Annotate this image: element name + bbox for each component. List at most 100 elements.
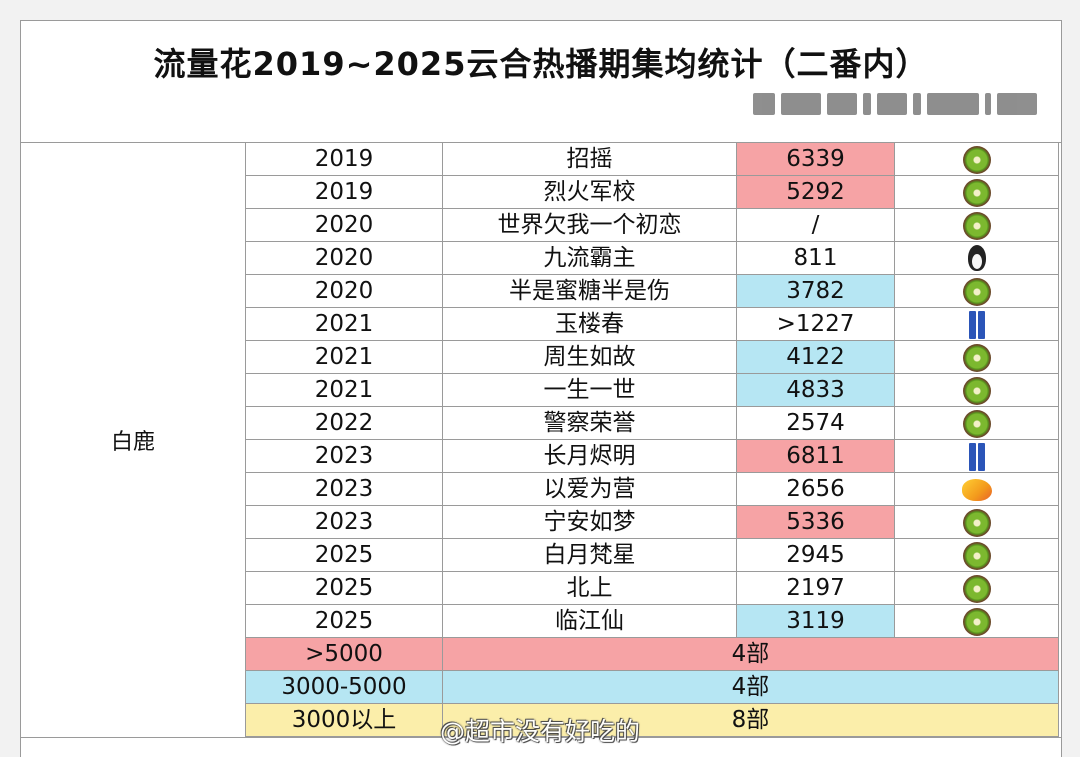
title-box: 流量花2019~2025云合热播期集均统计（二番内） bbox=[21, 21, 1061, 143]
year-cell: 2022 bbox=[245, 406, 443, 440]
bottom-divider bbox=[21, 737, 1061, 738]
kiwi-icon bbox=[962, 574, 991, 603]
rating-cell: 3782 bbox=[736, 274, 895, 308]
platform-cell bbox=[894, 142, 1059, 176]
rating-cell: >1227 bbox=[736, 307, 895, 341]
obscured-watermark bbox=[753, 91, 1037, 117]
table-row: 2020 九流霸主 811 bbox=[245, 241, 1059, 275]
summary-count: 8部 bbox=[442, 703, 1059, 737]
drama-title-cell: 白月梵星 bbox=[442, 538, 737, 572]
drama-title-cell: 招摇 bbox=[442, 142, 737, 176]
drama-title-cell: 长月烬明 bbox=[442, 439, 737, 473]
year-cell: 2020 bbox=[245, 274, 443, 308]
year-cell: 2021 bbox=[245, 307, 443, 341]
platform-cell bbox=[894, 274, 1059, 308]
platform-cell bbox=[894, 538, 1059, 572]
summary-row: 3000-5000 4部 bbox=[245, 670, 1059, 704]
rating-cell: / bbox=[736, 208, 895, 242]
mango-icon bbox=[961, 478, 992, 501]
rating-cell: 2945 bbox=[736, 538, 895, 572]
kiwi-icon bbox=[962, 607, 991, 636]
drama-title-cell: 烈火军校 bbox=[442, 175, 737, 209]
kiwi-icon bbox=[962, 211, 991, 240]
drama-title-cell: 世界欠我一个初恋 bbox=[442, 208, 737, 242]
year-cell: 2023 bbox=[245, 472, 443, 506]
year-cell: 2021 bbox=[245, 340, 443, 374]
table-row: 2020 半是蜜糖半是伤 3782 bbox=[245, 274, 1059, 308]
rating-cell: 2574 bbox=[736, 406, 895, 440]
summary-row: 3000以上 8部 bbox=[245, 703, 1059, 737]
year-cell: 2025 bbox=[245, 538, 443, 572]
table-row: 2023 长月烬明 6811 bbox=[245, 439, 1059, 473]
platform-cell bbox=[894, 406, 1059, 440]
year-cell: 2023 bbox=[245, 505, 443, 539]
stats-sheet: 流量花2019~2025云合热播期集均统计（二番内） 白鹿 2019 招摇 6339… bbox=[20, 20, 1062, 757]
rating-cell: 5336 bbox=[736, 505, 895, 539]
kiwi-icon bbox=[962, 409, 991, 438]
summary-range: 3000以上 bbox=[245, 703, 443, 737]
platform-cell bbox=[894, 505, 1059, 539]
drama-title-cell: 北上 bbox=[442, 571, 737, 605]
platform-cell bbox=[894, 307, 1059, 341]
rating-cell: 5292 bbox=[736, 175, 895, 209]
rating-cell: 811 bbox=[736, 241, 895, 275]
kiwi-icon bbox=[962, 508, 991, 537]
table-row: 2021 一生一世 4833 bbox=[245, 373, 1059, 407]
kiwi-icon bbox=[962, 376, 991, 405]
drama-title-cell: 临江仙 bbox=[442, 604, 737, 638]
year-cell: 2023 bbox=[245, 439, 443, 473]
jeans-icon bbox=[968, 442, 986, 471]
platform-cell bbox=[894, 373, 1059, 407]
summary-range: 3000-5000 bbox=[245, 670, 443, 704]
summary-count: 4部 bbox=[442, 637, 1059, 671]
kiwi-icon bbox=[962, 277, 991, 306]
table-row: 2025 北上 2197 bbox=[245, 571, 1059, 605]
year-cell: 2021 bbox=[245, 373, 443, 407]
jeans-icon bbox=[968, 310, 986, 339]
year-cell: 2025 bbox=[245, 571, 443, 605]
year-cell: 2019 bbox=[245, 175, 443, 209]
penguin-icon bbox=[966, 244, 988, 273]
drama-title-cell: 警察荣誉 bbox=[442, 406, 737, 440]
weibo-watermark: @超市没有好吃的 bbox=[440, 717, 641, 746]
year-cell: 2025 bbox=[245, 604, 443, 638]
year-cell: 2019 bbox=[245, 142, 443, 176]
rating-cell: 4122 bbox=[736, 340, 895, 374]
drama-title-cell: 九流霸主 bbox=[442, 241, 737, 275]
drama-title-cell: 一生一世 bbox=[442, 373, 737, 407]
rating-cell: 3119 bbox=[736, 604, 895, 638]
platform-cell bbox=[894, 340, 1059, 374]
table-row: 2019 招摇 6339 bbox=[245, 142, 1059, 176]
platform-cell bbox=[894, 208, 1059, 242]
kiwi-icon bbox=[962, 178, 991, 207]
summary-count: 4部 bbox=[442, 670, 1059, 704]
kiwi-icon bbox=[962, 541, 991, 570]
drama-title-cell: 玉楼春 bbox=[442, 307, 737, 341]
year-cell: 2020 bbox=[245, 241, 443, 275]
kiwi-icon bbox=[962, 145, 991, 174]
rating-cell: 2656 bbox=[736, 472, 895, 506]
year-cell: 2020 bbox=[245, 208, 443, 242]
platform-cell bbox=[894, 604, 1059, 638]
platform-cell bbox=[894, 241, 1059, 275]
table-row: 2025 临江仙 3119 bbox=[245, 604, 1059, 638]
rating-cell: 6339 bbox=[736, 142, 895, 176]
page-title: 流量花2019~2025云合热播期集均统计（二番内） bbox=[153, 45, 929, 83]
platform-cell bbox=[894, 571, 1059, 605]
drama-table: 2019 招摇 6339 2019 烈火军校 5292 2020 世界欠我一个初恋/2020 九… bbox=[245, 142, 1059, 737]
summary-range: >5000 bbox=[245, 637, 443, 671]
drama-title-cell: 半是蜜糖半是伤 bbox=[442, 274, 737, 308]
rating-cell: 6811 bbox=[736, 439, 895, 473]
table-row: 2021 周生如故 4122 bbox=[245, 340, 1059, 374]
platform-cell bbox=[894, 472, 1059, 506]
platform-cell bbox=[894, 175, 1059, 209]
table-row: 2023 宁安如梦 5336 bbox=[245, 505, 1059, 539]
table-row: 2022 警察荣誉 2574 bbox=[245, 406, 1059, 440]
kiwi-icon bbox=[962, 343, 991, 372]
rating-cell: 4833 bbox=[736, 373, 895, 407]
summary-row: >5000 4部 bbox=[245, 637, 1059, 671]
table-row: 2019 烈火军校 5292 bbox=[245, 175, 1059, 209]
actress-name: 白鹿 bbox=[21, 142, 246, 737]
rating-cell: 2197 bbox=[736, 571, 895, 605]
table-row: 2021 玉楼春 >1227 bbox=[245, 307, 1059, 341]
